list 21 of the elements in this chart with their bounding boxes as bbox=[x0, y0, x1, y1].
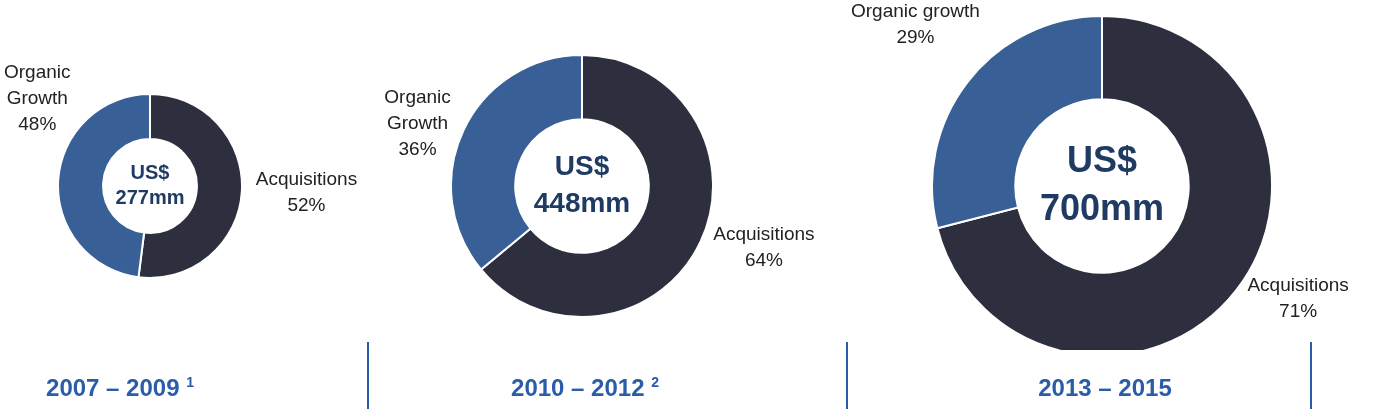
slice-label: Acquisitions bbox=[255, 167, 358, 189]
text: 2007 – 2009 $^{1}$ bbox=[46, 374, 194, 402]
slice-label: Organic growth bbox=[851, 0, 980, 21]
data-label: 52% bbox=[287, 193, 326, 215]
slice-label: Acquisitions bbox=[1247, 274, 1349, 296]
text: US$ bbox=[1066, 139, 1138, 181]
text: 700mm bbox=[1039, 186, 1165, 228]
text: 2013 – 2015 bbox=[1038, 374, 1172, 402]
text: 448mm bbox=[533, 187, 631, 219]
text: 277mm bbox=[115, 186, 185, 209]
slice-label: Organic Growth bbox=[384, 86, 451, 134]
slice-label: Organic Growth bbox=[4, 60, 71, 108]
text: US$ bbox=[554, 150, 610, 182]
data-label: 71% bbox=[1279, 300, 1318, 322]
data-label: 36% bbox=[398, 138, 437, 160]
data-label: 29% bbox=[896, 25, 935, 47]
slice-label: Acquisitions bbox=[713, 222, 815, 244]
text: 2010 – 2012 $^{2}$ bbox=[511, 374, 659, 402]
data-label: 48% bbox=[18, 112, 57, 134]
data-label: 64% bbox=[744, 248, 784, 270]
text: US$ bbox=[130, 160, 170, 183]
